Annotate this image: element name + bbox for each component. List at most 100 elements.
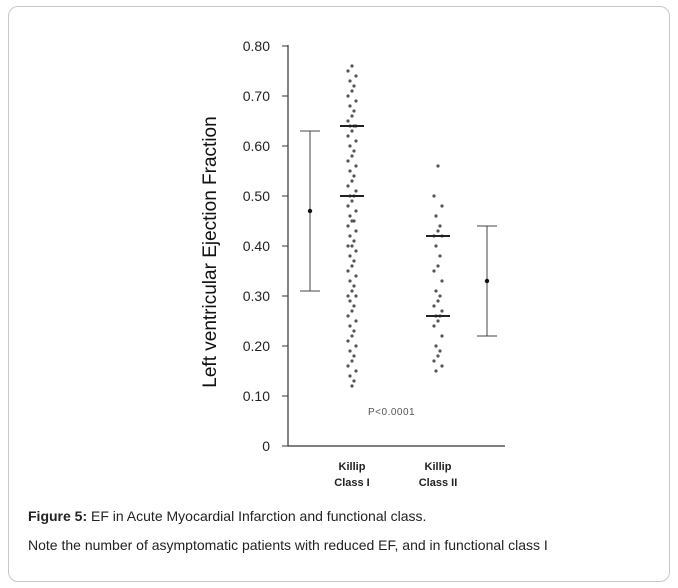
y-axis-label: Left ventricular Ejection Fraction xyxy=(200,116,221,387)
category-label-line1: Killip xyxy=(425,461,452,473)
data-point xyxy=(348,324,352,328)
p-value-annotation: P<0.0001 xyxy=(368,407,415,418)
data-point xyxy=(350,199,354,203)
data-point xyxy=(352,149,356,153)
data-point xyxy=(346,134,350,138)
data-point xyxy=(352,379,356,383)
data-point xyxy=(346,364,350,368)
data-point xyxy=(346,269,350,273)
figure-frame xyxy=(8,6,670,582)
data-point xyxy=(346,184,350,188)
data-point xyxy=(434,369,438,373)
data-point xyxy=(434,244,438,248)
y-tick-label: 0.50 xyxy=(243,188,270,204)
data-point xyxy=(350,129,354,133)
data-point xyxy=(352,109,356,113)
data-point xyxy=(348,144,352,148)
y-tick-label: 0.10 xyxy=(243,388,270,404)
data-point xyxy=(346,94,350,98)
category-label-line1: Killip xyxy=(339,461,366,473)
data-point xyxy=(440,204,444,208)
data-point xyxy=(350,334,354,338)
data-point xyxy=(352,259,356,263)
data-point xyxy=(346,339,350,343)
caption-text: EF in Acute Myocardial Infarction and fu… xyxy=(91,508,427,524)
data-point xyxy=(436,264,440,268)
y-tick-label: 0.70 xyxy=(243,88,270,104)
data-point xyxy=(440,279,444,283)
data-point xyxy=(350,114,354,118)
data-point xyxy=(348,104,352,108)
data-point xyxy=(436,319,440,323)
error-bar-mean xyxy=(484,278,490,284)
data-point xyxy=(432,359,436,363)
data-point xyxy=(438,224,442,228)
category-label-line2: Class I xyxy=(334,477,369,489)
caption-label: Figure 5: xyxy=(28,508,88,524)
data-point xyxy=(436,229,440,233)
data-point xyxy=(354,139,358,143)
data-point xyxy=(350,64,354,68)
data-point xyxy=(432,194,436,198)
data-point xyxy=(354,209,358,213)
data-point xyxy=(348,374,352,378)
data-point xyxy=(436,164,440,168)
data-point xyxy=(350,264,354,268)
data-point xyxy=(440,334,444,338)
caption-note: Note the number of asymptomatic patients… xyxy=(28,537,548,553)
data-point xyxy=(434,289,438,293)
data-point xyxy=(350,384,354,388)
data-point xyxy=(354,369,358,373)
data-point xyxy=(354,344,358,348)
y-ticks: 0.80 0.70 0.60 0.50 0.40 0.30 0.20 0.10 0 xyxy=(243,38,288,454)
data-point xyxy=(354,189,358,193)
data-point xyxy=(350,289,354,293)
data-point xyxy=(434,344,438,348)
data-point xyxy=(354,249,358,253)
data-point xyxy=(354,99,358,103)
data-point xyxy=(348,79,352,83)
data-point xyxy=(348,254,352,258)
category-label-line2: Class II xyxy=(419,477,458,489)
y-axis xyxy=(287,45,505,447)
data-point xyxy=(348,299,352,303)
data-point xyxy=(354,229,358,233)
y-tick-label: 0.30 xyxy=(243,288,270,304)
data-point xyxy=(346,244,350,248)
data-point xyxy=(352,174,356,178)
data-point xyxy=(432,324,436,328)
data-point xyxy=(438,349,442,353)
data-point xyxy=(354,319,358,323)
data-point xyxy=(346,294,350,298)
data-point xyxy=(436,354,440,358)
data-point xyxy=(352,239,356,243)
data-point xyxy=(350,179,354,183)
data-point xyxy=(354,294,358,298)
data-point xyxy=(346,204,350,208)
data-point xyxy=(350,359,354,363)
data-point xyxy=(436,299,440,303)
y-tick-label: 0.20 xyxy=(243,338,270,354)
data-point xyxy=(432,304,436,308)
data-point xyxy=(434,214,438,218)
data-point xyxy=(348,234,352,238)
data-point xyxy=(352,304,356,308)
data-point xyxy=(352,354,356,358)
data-point xyxy=(348,214,352,218)
data-point xyxy=(432,269,436,273)
data-point xyxy=(438,294,442,298)
data-point xyxy=(348,279,352,283)
data-point xyxy=(350,219,354,223)
category-labels: Killip Class I Killip Class II xyxy=(334,461,457,489)
data-point xyxy=(352,284,356,288)
data-point xyxy=(438,254,442,258)
data-marks xyxy=(300,64,497,388)
data-point xyxy=(346,69,350,73)
data-point xyxy=(348,349,352,353)
data-point xyxy=(346,224,350,228)
error-bar-mean xyxy=(307,208,313,214)
data-point xyxy=(354,164,358,168)
data-point xyxy=(440,309,444,313)
data-point xyxy=(350,244,354,248)
